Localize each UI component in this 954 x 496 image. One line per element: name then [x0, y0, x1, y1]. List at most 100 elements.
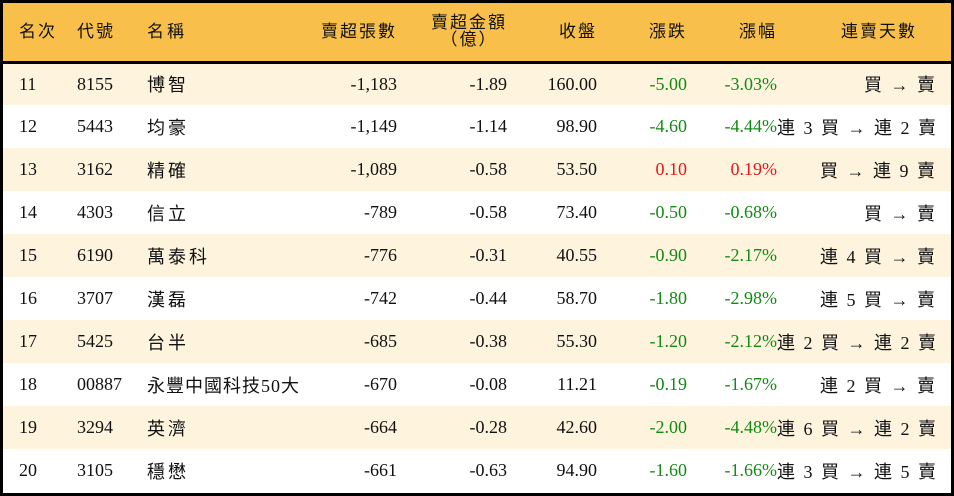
- header-row: 名次 代號 名稱 賣超張數 賣超金額 （億） 收盤 漲跌 漲幅 連賣天數: [3, 3, 951, 62]
- close-cell: 73.40: [556, 202, 598, 222]
- change-pct-cell: -1.67%: [724, 374, 778, 394]
- name-cell[interactable]: 精確: [147, 160, 189, 181]
- close-cell: 42.60: [556, 417, 598, 437]
- table-row[interactable]: 15 6190 萬泰科 -776 -0.31 40.55 -0.90 -2.17…: [3, 234, 951, 277]
- code-cell[interactable]: 5443: [77, 116, 113, 136]
- close-cell: 40.55: [556, 245, 598, 265]
- code-cell[interactable]: 3294: [77, 417, 113, 437]
- rank-cell: 11: [19, 73, 37, 94]
- sell-volume-cell: -742: [364, 288, 397, 308]
- close-cell: 58.70: [556, 288, 598, 308]
- sell-amount-cell: -0.28: [469, 417, 508, 437]
- code-cell[interactable]: 00887: [77, 374, 122, 394]
- rank-cell: 14: [19, 202, 37, 222]
- name-cell[interactable]: 博智: [147, 75, 189, 96]
- sell-amount-cell: -0.44: [469, 288, 508, 308]
- rank-cell: 13: [19, 159, 37, 179]
- change-cell: -1.20: [649, 331, 688, 351]
- table-row[interactable]: 11 8155 博智 -1,183 -1.89 160.00 -5.00 -3.…: [3, 62, 951, 105]
- sell-streak-cell: 買 → 連 9 賣: [820, 160, 937, 181]
- change-cell: -0.90: [649, 245, 688, 265]
- code-cell[interactable]: 5425: [77, 331, 113, 351]
- table-row[interactable]: 19 3294 英濟 -664 -0.28 42.60 -2.00 -4.48%…: [3, 406, 951, 449]
- table-row[interactable]: 16 3707 漢磊 -742 -0.44 58.70 -1.80 -2.98%…: [3, 277, 951, 320]
- sell-amount-cell: -0.63: [469, 460, 508, 480]
- code-cell[interactable]: 4303: [77, 202, 113, 222]
- table-row[interactable]: 20 3105 穩懋 -661 -0.63 94.90 -1.60 -1.66%…: [3, 449, 951, 492]
- change-pct-cell: -4.48%: [724, 417, 778, 437]
- change-pct-cell: -2.98%: [724, 288, 778, 308]
- change-cell: -0.50: [649, 202, 688, 222]
- name-cell[interactable]: 均豪: [147, 117, 189, 138]
- sell-volume-cell: -664: [364, 417, 397, 437]
- header-change[interactable]: 漲跌: [649, 21, 687, 41]
- sell-amount-cell: -0.08: [469, 374, 508, 394]
- table-row[interactable]: 18 00887 永豐中國科技50大 -670 -0.08 11.21 -0.1…: [3, 363, 951, 406]
- code-cell[interactable]: 3707: [77, 288, 113, 308]
- sell-amount-header-line2: （億）: [440, 30, 498, 50]
- sell-streak-cell: 連 3 買 → 連 5 賣: [777, 461, 938, 482]
- sell-volume-cell: -776: [364, 245, 397, 265]
- name-cell[interactable]: 穩懋: [147, 461, 189, 482]
- sell-amount-header-line1: 賣超金額: [431, 13, 507, 33]
- table-row[interactable]: 14 4303 信立 -789 -0.58 73.40 -0.50 -0.68%…: [3, 191, 951, 234]
- name-cell[interactable]: 英濟: [147, 418, 189, 439]
- sell-amount-cell: -0.58: [469, 159, 508, 179]
- change-pct-cell: -2.12%: [724, 331, 778, 351]
- header-sell-volume[interactable]: 賣超張數: [321, 21, 397, 41]
- change-cell: -2.00: [649, 417, 688, 437]
- header-close[interactable]: 收盤: [559, 21, 597, 41]
- code-cell[interactable]: 8155: [77, 73, 113, 94]
- sell-streak-cell: 連 2 買 → 賣: [820, 375, 937, 396]
- change-pct-cell: -1.66%: [724, 460, 778, 480]
- sell-streak-cell: 買 → 賣: [864, 203, 937, 224]
- sell-volume-cell: -685: [364, 331, 397, 351]
- rank-cell: 20: [19, 460, 37, 480]
- change-pct-cell: 0.19%: [730, 159, 778, 179]
- rank-cell: 17: [19, 331, 37, 351]
- table-body: 11 8155 博智 -1,183 -1.89 160.00 -5.00 -3.…: [3, 62, 951, 492]
- sell-amount-header-label: 賣超金額 （億）: [431, 14, 507, 48]
- header-sell-streak[interactable]: 連賣天數: [841, 21, 917, 41]
- table-row[interactable]: 12 5443 均豪 -1,149 -1.14 98.90 -4.60 -4.4…: [3, 105, 951, 148]
- table-row[interactable]: 17 5425 台半 -685 -0.38 55.30 -1.20 -2.12%…: [3, 320, 951, 363]
- header-name[interactable]: 名稱: [147, 21, 187, 41]
- sell-volume-cell: -1,089: [350, 159, 398, 179]
- code-cell[interactable]: 6190: [77, 245, 113, 265]
- close-cell: 55.30: [556, 331, 598, 351]
- close-cell: 94.90: [556, 460, 598, 480]
- rank-cell: 12: [19, 116, 37, 136]
- close-cell: 160.00: [547, 73, 598, 94]
- sell-streak-cell: 連 2 買 → 連 2 賣: [777, 332, 938, 353]
- change-pct-cell: -3.03%: [724, 73, 778, 94]
- header-rank[interactable]: 名次: [19, 21, 57, 41]
- sell-streak-cell: 連 5 買 → 賣: [820, 289, 937, 310]
- close-cell: 98.90: [556, 116, 598, 136]
- name-cell[interactable]: 萬泰科: [147, 246, 210, 267]
- code-cell[interactable]: 3105: [77, 460, 113, 480]
- header-code[interactable]: 代號: [77, 21, 115, 41]
- name-cell[interactable]: 台半: [147, 332, 189, 353]
- change-cell: -4.60: [649, 116, 688, 136]
- code-cell[interactable]: 3162: [77, 159, 113, 179]
- change-cell: 0.10: [655, 159, 688, 179]
- name-cell[interactable]: 永豐中國科技50大: [147, 375, 300, 396]
- sell-streak-cell: 連 6 買 → 連 2 賣: [777, 418, 938, 439]
- sell-amount-cell: -0.31: [469, 245, 508, 265]
- header-change-pct[interactable]: 漲幅: [739, 21, 777, 41]
- table-row[interactable]: 13 3162 精確 -1,089 -0.58 53.50 0.10 0.19%…: [3, 148, 951, 191]
- header-sell-amount[interactable]: 賣超金額 （億）: [397, 3, 507, 62]
- change-pct-cell: -2.17%: [724, 245, 778, 265]
- name-cell[interactable]: 漢磊: [147, 289, 189, 310]
- sell-amount-cell: -1.14: [469, 116, 508, 136]
- change-cell: -0.19: [649, 374, 688, 394]
- rank-cell: 19: [19, 417, 37, 437]
- change-pct-cell: -0.68%: [724, 202, 778, 222]
- rank-cell: 15: [19, 245, 37, 265]
- rank-cell: 16: [19, 288, 37, 308]
- name-cell[interactable]: 信立: [147, 203, 189, 224]
- sell-streak-cell: 連 3 買 → 連 2 賣: [777, 117, 938, 138]
- change-pct-cell: -4.44%: [724, 116, 778, 136]
- table-header: 名次 代號 名稱 賣超張數 賣超金額 （億） 收盤 漲跌 漲幅 連賣天數: [3, 3, 951, 62]
- sell-streak-cell: 買 → 賣: [864, 75, 937, 96]
